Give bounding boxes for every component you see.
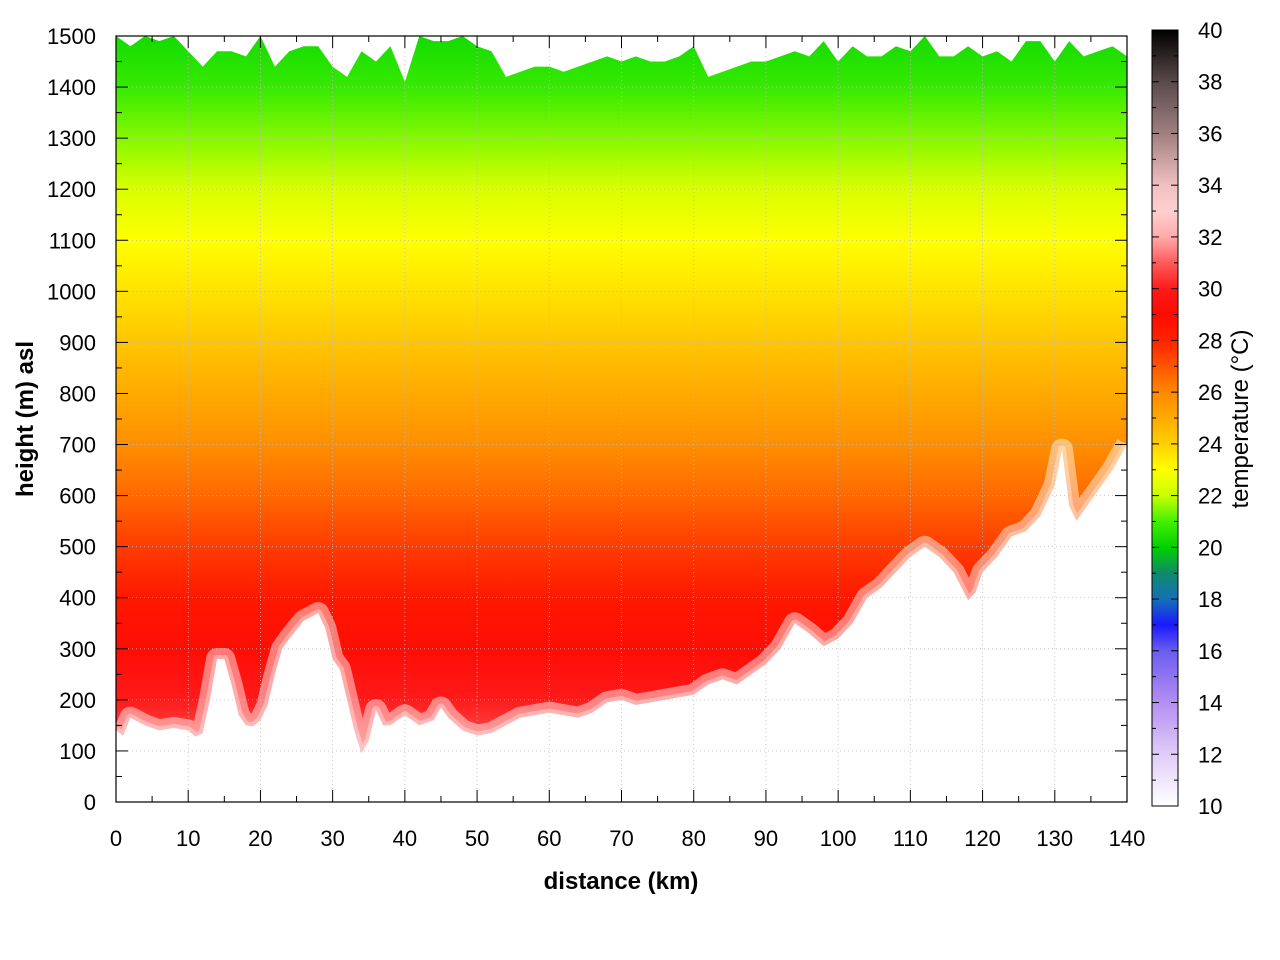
colorbar-tick-label: 22	[1198, 484, 1222, 509]
y-tick-label: 700	[59, 433, 96, 458]
surface-layer-highlight	[116, 438, 1127, 765]
y-tick-label: 300	[59, 637, 96, 662]
x-tick-label: 70	[609, 826, 633, 851]
grid-lines	[116, 36, 1127, 802]
colorbar-tick-label: 32	[1198, 225, 1222, 250]
y-tick-label: 200	[59, 688, 96, 713]
x-tick-label: 80	[681, 826, 705, 851]
temperature-field	[116, 36, 1127, 765]
x-tick-label: 50	[465, 826, 489, 851]
colorbar-tick-label: 34	[1198, 173, 1222, 198]
x-axis-title: distance (km)	[544, 868, 699, 895]
y-tick-label: 1200	[47, 177, 96, 202]
colorbar-tick-label: 28	[1198, 328, 1222, 353]
colorbar-tick-label: 26	[1198, 380, 1222, 405]
x-tick-label: 90	[754, 826, 778, 851]
y-tick-label: 1400	[47, 75, 96, 100]
colorbar-tick-label: 38	[1198, 70, 1222, 95]
colorbar-ticks	[1152, 29, 1178, 807]
surface-layer-highlight	[116, 442, 1127, 758]
x-tick-label: 10	[176, 826, 200, 851]
x-tick-label: 60	[537, 826, 561, 851]
x-tick-label: 40	[393, 826, 417, 851]
y-tick-label: 1300	[47, 126, 96, 151]
y-tick-label: 500	[59, 535, 96, 560]
y-tick-label: 600	[59, 484, 96, 509]
colorbar-tick-label: 18	[1198, 587, 1222, 612]
y-tick-label: 900	[59, 330, 96, 355]
x-tick-label: 130	[1036, 826, 1073, 851]
colorbar-tick-label: 20	[1198, 535, 1222, 560]
y-tick-label: 800	[59, 381, 96, 406]
colorbar-tick-label: 14	[1198, 691, 1222, 716]
x-tick-label: 0	[110, 826, 122, 851]
y-tick-label: 1000	[47, 279, 96, 304]
y-tick-label: 100	[59, 739, 96, 764]
x-tick-label: 140	[1109, 826, 1146, 851]
colorbar-tick-label: 24	[1198, 432, 1222, 457]
temperature-field-area	[116, 36, 1127, 754]
x-tick-label: 120	[964, 826, 1001, 851]
axis-ticks	[115, 35, 1128, 803]
colorbar-tick-label: 36	[1198, 121, 1222, 146]
colorbar-tick-label: 40	[1198, 18, 1222, 43]
colorbar-tick-label: 10	[1198, 794, 1222, 819]
y-axis-title: height (m) asl	[12, 341, 39, 497]
colorbar-tick-label: 30	[1198, 277, 1222, 302]
y-tick-label: 1500	[47, 24, 96, 49]
x-tick-label: 20	[248, 826, 272, 851]
colorbar-tick-label: 12	[1198, 742, 1222, 767]
x-tick-labels: 0 10 20 30 40 50 60 70 80 90 100 110 120 130 140	[110, 826, 1145, 851]
y-tick-labels: 0 100 200 300 400 500 600 700 800 900 1000 1100 1200…	[47, 24, 96, 815]
colorbar-tick-label: 16	[1198, 639, 1222, 664]
y-tick-label: 1100	[49, 228, 96, 253]
y-tick-label: 400	[59, 586, 96, 611]
x-tick-label: 100	[820, 826, 857, 851]
colorbar-tick-labels: 10 12 14 16 18 20 22 24 26 28 30 32 34 36 38 40	[1198, 18, 1222, 819]
colorbar-title: temperature (°C)	[1227, 330, 1254, 509]
y-tick-label: 0	[84, 790, 96, 815]
x-tick-label: 110	[893, 826, 928, 851]
x-tick-label: 30	[320, 826, 344, 851]
